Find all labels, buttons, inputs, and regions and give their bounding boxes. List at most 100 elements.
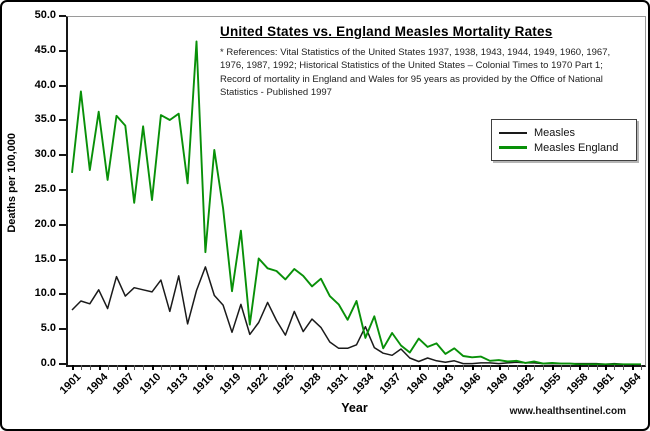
x-tick xyxy=(72,365,74,370)
y-tick xyxy=(59,223,66,226)
legend-label-measles-us: Measles xyxy=(534,126,575,139)
x-tick xyxy=(312,365,314,370)
x-tick xyxy=(409,365,411,370)
x-tick-label: 1919 xyxy=(217,371,244,397)
x-axis-title: Year xyxy=(341,401,368,415)
legend-item-measles-england: Measles England xyxy=(499,140,629,155)
x-tick xyxy=(507,365,509,370)
y-tick-label: 15.0 xyxy=(34,252,56,265)
x-tick xyxy=(125,365,128,370)
y-tick-label: 30.0 xyxy=(34,148,56,161)
x-tick xyxy=(320,365,322,370)
y-tick xyxy=(59,293,66,296)
us-line-swatch-icon xyxy=(499,131,527,134)
x-tick xyxy=(383,365,385,370)
x-tick xyxy=(596,365,598,370)
references-note: * References: Vital Statistics of the Un… xyxy=(220,47,611,99)
x-tick-label: 1934 xyxy=(351,371,377,397)
england-line-swatch-icon xyxy=(499,146,527,149)
x-tick xyxy=(587,365,589,370)
x-tick xyxy=(543,365,545,370)
y-tick xyxy=(59,328,66,331)
x-tick xyxy=(489,365,491,370)
x-tick xyxy=(347,365,349,370)
x-tick xyxy=(632,365,635,370)
x-tick-label: 1955 xyxy=(537,371,564,397)
x-tick xyxy=(214,365,216,370)
x-tick xyxy=(481,365,482,370)
y-tick-label: 45.0 xyxy=(34,43,56,56)
x-tick-label: 1958 xyxy=(564,371,591,397)
x-tick xyxy=(623,365,625,370)
x-tick xyxy=(427,365,429,370)
x-tick xyxy=(356,365,358,370)
x-tick xyxy=(463,365,465,370)
x-tick xyxy=(169,365,171,370)
x-tick xyxy=(160,365,162,370)
x-tick xyxy=(134,365,136,370)
x-tick xyxy=(338,365,341,370)
x-tick xyxy=(249,365,251,370)
x-tick xyxy=(534,365,536,370)
legend-item-measles-us: Measles xyxy=(499,125,629,140)
x-tick xyxy=(143,365,145,370)
y-tick-label: 10.0 xyxy=(34,287,56,300)
x-tick-label: 1937 xyxy=(377,371,404,397)
x-tick xyxy=(641,365,642,370)
x-tick-label: 1949 xyxy=(484,371,511,397)
y-tick xyxy=(59,154,66,157)
legend: Measles Measles England xyxy=(491,119,637,161)
x-tick-label: 1928 xyxy=(297,371,324,397)
x-tick xyxy=(516,365,518,370)
x-tick xyxy=(436,365,438,370)
y-tick xyxy=(59,119,66,122)
x-tick xyxy=(498,365,501,370)
legend-label-measles-england: Measles England xyxy=(534,141,619,154)
x-tick xyxy=(80,365,82,370)
x-tick xyxy=(472,365,475,370)
x-tick-label: 1904 xyxy=(84,371,111,397)
x-tick xyxy=(392,365,395,370)
x-tick xyxy=(445,365,448,370)
x-tick xyxy=(374,365,376,370)
us-measles-line xyxy=(71,266,641,365)
watermark: www.healthsentinel.com xyxy=(509,406,626,417)
y-tick-label: 35.0 xyxy=(34,113,56,126)
x-tick xyxy=(329,365,331,370)
x-tick xyxy=(525,365,528,370)
x-tick xyxy=(240,365,242,370)
x-tick xyxy=(187,365,189,370)
x-tick-label: 1907 xyxy=(110,371,137,397)
x-tick-label: 1925 xyxy=(271,371,297,397)
x-tick xyxy=(267,365,269,370)
y-tick xyxy=(59,84,66,87)
x-tick xyxy=(107,365,109,370)
x-tick-label: 1946 xyxy=(457,371,484,397)
x-tick xyxy=(614,365,616,370)
x-tick-label: 1922 xyxy=(244,371,271,397)
x-tick xyxy=(561,365,562,370)
x-tick xyxy=(418,365,421,370)
x-tick xyxy=(258,365,261,370)
x-tick xyxy=(89,365,91,370)
x-tick xyxy=(605,365,608,370)
x-tick xyxy=(205,365,208,370)
x-tick xyxy=(178,365,181,370)
x-tick xyxy=(223,365,225,370)
y-tick-label: 5.0 xyxy=(40,322,56,335)
y-tick xyxy=(59,258,66,261)
y-tick-label: 25.0 xyxy=(34,183,56,195)
x-tick xyxy=(294,365,296,370)
x-tick-label: 1913 xyxy=(164,371,191,397)
series-canvas xyxy=(71,40,641,365)
y-tick xyxy=(59,363,66,365)
plot-area xyxy=(66,16,646,367)
y-tick xyxy=(59,189,66,191)
x-tick xyxy=(569,365,571,370)
y-tick-label: 20.0 xyxy=(34,217,56,230)
y-axis-title: Deaths per 100,000 xyxy=(6,133,18,233)
x-tick xyxy=(401,365,402,370)
x-tick xyxy=(578,365,581,370)
x-tick xyxy=(116,365,118,370)
